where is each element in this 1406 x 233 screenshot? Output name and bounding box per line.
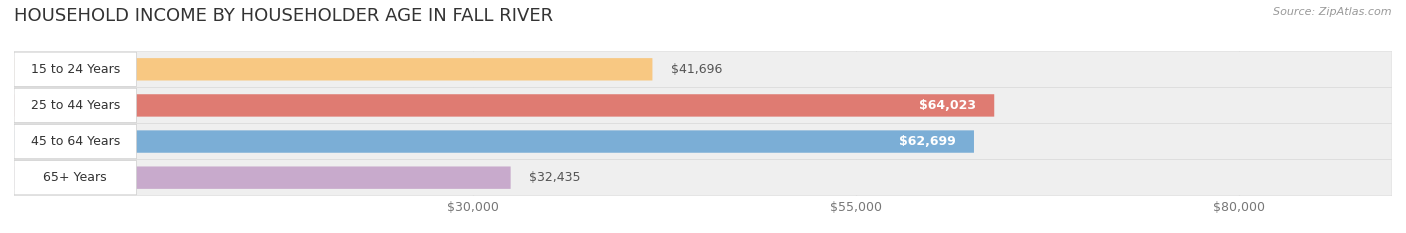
FancyBboxPatch shape xyxy=(14,130,974,153)
Text: HOUSEHOLD INCOME BY HOUSEHOLDER AGE IN FALL RIVER: HOUSEHOLD INCOME BY HOUSEHOLDER AGE IN F… xyxy=(14,7,553,25)
Text: Source: ZipAtlas.com: Source: ZipAtlas.com xyxy=(1274,7,1392,17)
Text: $64,023: $64,023 xyxy=(920,99,976,112)
FancyBboxPatch shape xyxy=(14,87,1392,123)
FancyBboxPatch shape xyxy=(14,88,136,123)
Text: $62,699: $62,699 xyxy=(898,135,956,148)
FancyBboxPatch shape xyxy=(14,161,136,195)
Text: $32,435: $32,435 xyxy=(529,171,581,184)
FancyBboxPatch shape xyxy=(14,124,136,159)
Text: $41,696: $41,696 xyxy=(671,63,723,76)
FancyBboxPatch shape xyxy=(14,123,1392,160)
Text: 15 to 24 Years: 15 to 24 Years xyxy=(31,63,120,76)
FancyBboxPatch shape xyxy=(14,52,136,86)
FancyBboxPatch shape xyxy=(14,51,1392,87)
FancyBboxPatch shape xyxy=(14,94,994,117)
FancyBboxPatch shape xyxy=(14,160,1392,196)
FancyBboxPatch shape xyxy=(14,58,652,81)
Text: 65+ Years: 65+ Years xyxy=(44,171,107,184)
FancyBboxPatch shape xyxy=(14,166,510,189)
Text: 25 to 44 Years: 25 to 44 Years xyxy=(31,99,120,112)
Text: 45 to 64 Years: 45 to 64 Years xyxy=(31,135,120,148)
